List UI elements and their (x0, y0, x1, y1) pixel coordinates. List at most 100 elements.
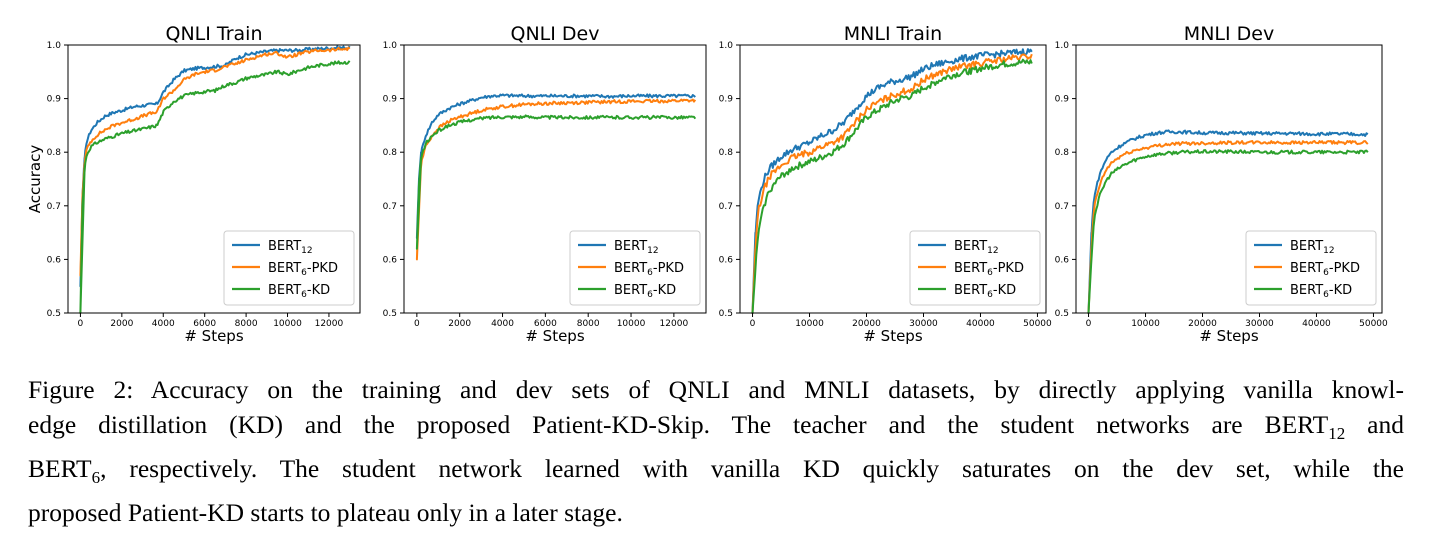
caption-line-2-text-b: and (1345, 410, 1404, 439)
y-tick-label: 0.6 (383, 255, 398, 265)
legend-label: BERT6-PKD (268, 261, 338, 278)
chart-title: QNLI Train (166, 23, 263, 45)
series-line-1 (751, 48, 1033, 314)
y-tick-label: 0.8 (1055, 148, 1070, 158)
x-tick-label: 10000 (617, 319, 646, 329)
legend-label: BERT12 (954, 239, 999, 256)
chart-panel-4: MNLI Dev 0 10000 20000 30000 40000 50000 0.5 0.6… (1055, 23, 1388, 345)
series-line-3 (415, 114, 697, 250)
legend-box (1245, 230, 1377, 306)
plot-frame (67, 44, 361, 314)
x-tick-label: 12000 (660, 319, 689, 329)
y-tick-label: 0.9 (383, 95, 398, 105)
chart-title: MNLI Dev (1184, 23, 1274, 45)
x-tick-label: 8000 (235, 319, 258, 329)
y-tick-label: 0.5 (1055, 309, 1069, 319)
y-tick-label: 0.6 (1055, 255, 1070, 265)
caption-line-2-subscript: 12 (1328, 424, 1346, 444)
legend-label: BERT6-KD (1290, 283, 1352, 300)
legend-label: BERT6-PKD (1290, 261, 1360, 278)
series-line-2 (415, 98, 697, 261)
plot-frame (1075, 44, 1383, 314)
legend-label: BERT6-KD (614, 283, 676, 300)
x-tick-label: 50000 (1023, 319, 1052, 329)
legend-label: BERT12 (614, 239, 659, 256)
series-line-2 (79, 46, 351, 277)
x-tick-label: 12000 (315, 319, 344, 329)
x-axis-label: # Steps (1199, 327, 1258, 345)
y-tick-label: 0.8 (383, 148, 398, 158)
plot-frame (739, 44, 1047, 314)
x-tick-label: 30000 (1245, 319, 1274, 329)
figure-caption: Figure 2: Accuracy on the training and d… (28, 372, 1404, 530)
x-tick-label: 10000 (795, 319, 824, 329)
legend-label: BERT6-KD (954, 283, 1016, 300)
x-tick-label: 0 (414, 319, 420, 329)
y-axis-label: Accuracy (26, 145, 44, 214)
x-tick-label: 6000 (534, 319, 557, 329)
y-tick-label: 1.0 (1055, 41, 1070, 51)
series-line-3 (751, 58, 1033, 314)
legend-label: BERT6-KD (268, 283, 330, 300)
caption-line-3-subscript: 6 (91, 468, 101, 488)
series-line-2 (751, 53, 1033, 314)
series-line-2 (1087, 140, 1369, 314)
x-axis-label: # Steps (184, 327, 243, 345)
x-tick-label: 40000 (1302, 319, 1331, 329)
x-tick-label: 2000 (110, 319, 133, 329)
legend: BERT12 BERT6-PKD BERT6-KD (569, 230, 701, 306)
chart-panel-1: QNLI Train 0 2000 4000 6000 8000 10000 12000 0.5… (26, 23, 361, 345)
y-tick-label: 0.8 (719, 148, 734, 158)
x-tick-label: 4000 (152, 319, 175, 329)
x-tick-label: 20000 (1188, 319, 1217, 329)
chart-title: QNLI Dev (511, 23, 600, 45)
legend-box (569, 230, 701, 306)
legend: BERT12 BERT6-PKD BERT6-KD (909, 230, 1041, 306)
y-tick-label: 1.0 (47, 41, 62, 51)
y-tick-label: 1.0 (719, 41, 734, 51)
x-tick-label: 0 (750, 319, 756, 329)
x-tick-label: 50000 (1359, 319, 1388, 329)
y-tick-label: 1.0 (383, 41, 398, 51)
legend-label: BERT6-PKD (954, 261, 1024, 278)
legend-label: BERT12 (268, 239, 313, 256)
legend-label: BERT6-PKD (614, 261, 684, 278)
y-tick-label: 0.5 (47, 309, 61, 319)
y-tick-label: 0.6 (47, 255, 62, 265)
x-tick-label: 8000 (577, 319, 600, 329)
caption-line-4: proposed Patient-KD starts to plateau on… (28, 498, 623, 528)
legend-box (909, 230, 1041, 306)
x-tick-label: 4000 (491, 319, 514, 329)
series-line-1 (415, 93, 696, 239)
x-tick-label: 40000 (966, 319, 995, 329)
y-tick-label: 0.9 (47, 95, 62, 105)
x-tick-label: 10000 (1131, 319, 1160, 329)
caption-line-2: edge distillation (KD) and the proposed … (28, 407, 1404, 451)
x-tick-label: 30000 (909, 319, 938, 329)
figure-charts: QNLI Train 0 2000 4000 6000 8000 10000 12000 0.5… (26, 23, 1388, 345)
chart-panel-2: QNLI Dev 0 2000 4000 6000 8000 10000 12000 0.5 0.… (383, 23, 707, 345)
x-tick-label: 2000 (448, 319, 471, 329)
caption-line-2-text-a: edge distillation (KD) and the proposed … (28, 410, 1329, 439)
legend-box (223, 230, 355, 306)
x-tick-label: 6000 (193, 319, 216, 329)
y-tick-label: 0.7 (47, 202, 61, 212)
y-tick-label: 0.6 (719, 255, 734, 265)
y-tick-label: 0.5 (719, 309, 733, 319)
series-line-3 (1087, 149, 1369, 314)
y-tick-label: 0.5 (383, 309, 397, 319)
caption-line-3: BERT6, respectively. The student network… (28, 451, 1404, 495)
y-tick-label: 0.9 (719, 95, 734, 105)
x-tick-label: 10000 (273, 319, 302, 329)
x-tick-label: 0 (1086, 319, 1092, 329)
x-axis-label: # Steps (863, 327, 922, 345)
caption-line-3-text-b: , respectively. The student network lear… (100, 454, 1404, 484)
legend-label: BERT12 (1290, 239, 1335, 256)
series-line-3 (79, 60, 351, 314)
y-tick-label: 0.7 (1055, 202, 1069, 212)
chart-panel-3: MNLI Train 0 10000 20000 30000 40000 50000 0.5 0… (719, 23, 1052, 345)
legend: BERT12 BERT6-PKD BERT6-KD (1245, 230, 1377, 306)
y-tick-label: 0.7 (719, 202, 733, 212)
series-line-1 (1087, 129, 1369, 314)
chart-title: MNLI Train (844, 23, 942, 45)
